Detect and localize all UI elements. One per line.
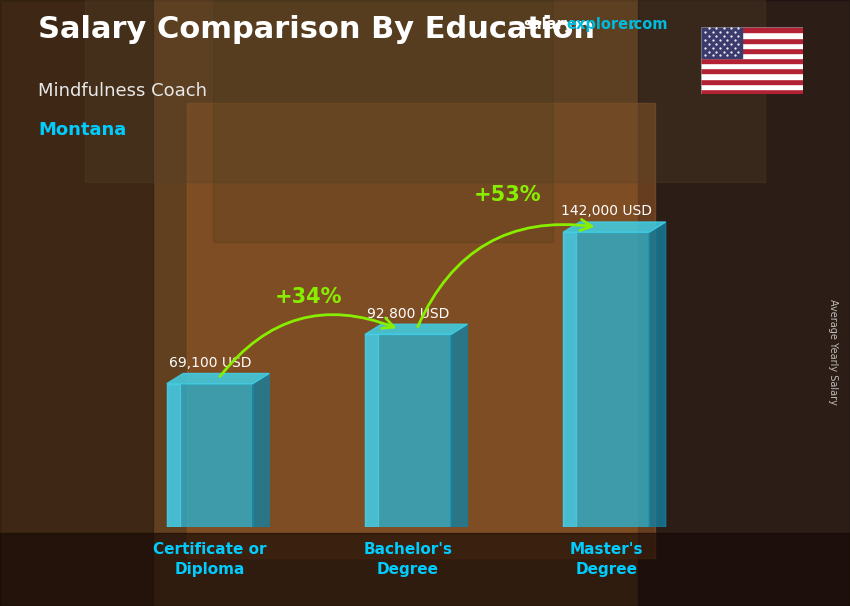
Text: Mindfulness Coach: Mindfulness Coach xyxy=(38,82,207,100)
Polygon shape xyxy=(451,324,468,527)
Bar xyxy=(701,48,803,53)
Text: 92,800 USD: 92,800 USD xyxy=(367,307,449,321)
Text: +34%: +34% xyxy=(275,287,343,307)
Bar xyxy=(701,42,803,48)
Text: Average Yearly Salary: Average Yearly Salary xyxy=(828,299,838,404)
Polygon shape xyxy=(564,222,666,232)
Bar xyxy=(701,27,803,32)
Bar xyxy=(701,27,742,58)
Bar xyxy=(638,0,850,606)
Bar xyxy=(701,73,803,79)
Text: Bachelor's
Degree: Bachelor's Degree xyxy=(364,542,452,577)
Bar xyxy=(365,335,451,527)
Bar xyxy=(365,335,378,527)
Text: explorer: explorer xyxy=(566,17,636,32)
Text: Certificate or
Diploma: Certificate or Diploma xyxy=(153,542,267,577)
Polygon shape xyxy=(252,373,269,527)
Bar xyxy=(701,89,803,94)
Bar xyxy=(701,63,803,68)
Text: +53%: +53% xyxy=(473,185,541,205)
Polygon shape xyxy=(649,222,666,527)
Bar xyxy=(0,0,153,606)
Bar xyxy=(564,232,576,527)
Text: Montana: Montana xyxy=(38,121,127,139)
Bar xyxy=(564,232,649,527)
Text: 142,000 USD: 142,000 USD xyxy=(561,204,652,218)
Bar xyxy=(212,0,552,242)
Bar xyxy=(701,38,803,42)
Bar xyxy=(0,533,850,606)
Bar xyxy=(701,79,803,84)
Bar xyxy=(701,32,803,38)
Text: Master's
Degree: Master's Degree xyxy=(570,542,643,577)
Text: .com: .com xyxy=(629,17,668,32)
Text: 69,100 USD: 69,100 USD xyxy=(168,356,251,370)
Polygon shape xyxy=(365,324,468,335)
Bar xyxy=(187,103,654,558)
Polygon shape xyxy=(167,373,269,384)
Bar xyxy=(701,58,803,63)
Bar xyxy=(701,68,803,73)
Bar xyxy=(701,53,803,58)
Text: Salary Comparison By Education: Salary Comparison By Education xyxy=(38,15,595,44)
Bar xyxy=(167,384,179,527)
Bar xyxy=(701,84,803,89)
Bar xyxy=(167,384,252,527)
Text: salary: salary xyxy=(523,17,573,32)
Bar xyxy=(85,0,765,182)
